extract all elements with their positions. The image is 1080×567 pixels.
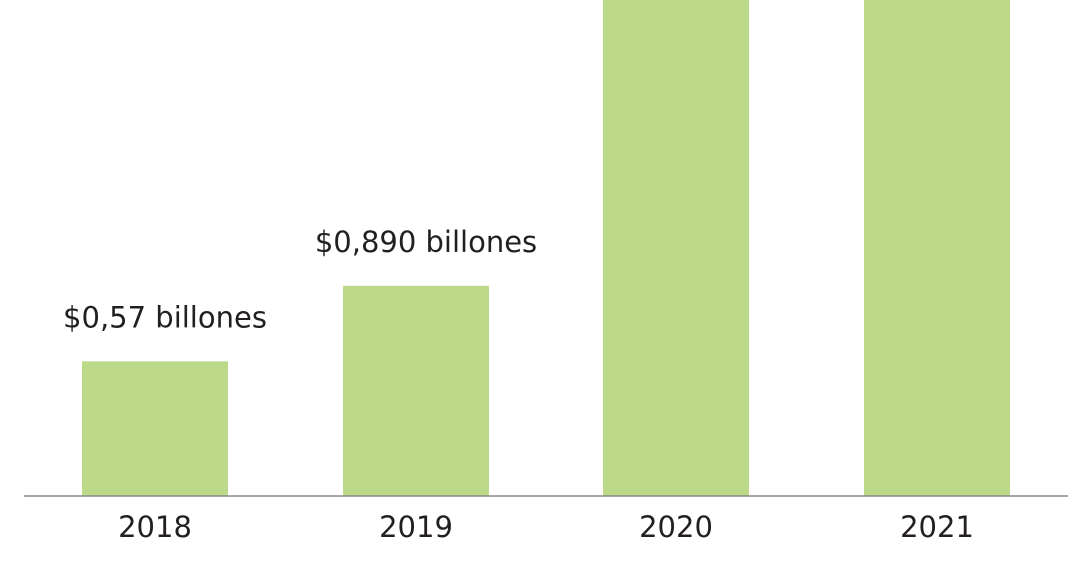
x-tick-labels: 2018 2019 2020 2021 xyxy=(118,510,974,544)
bar-2019 xyxy=(343,285,489,496)
x-tick-label-2018: 2018 xyxy=(118,510,192,544)
data-label-2018: $0,57 billones xyxy=(63,300,267,334)
bars-group xyxy=(82,0,1010,496)
bar-2018 xyxy=(82,361,228,496)
data-labels: $0,57 billones $0,890 billones xyxy=(63,225,537,335)
data-label-2019: $0,890 billones xyxy=(315,225,537,259)
bar-2020 xyxy=(603,0,749,496)
x-tick-label-2020: 2020 xyxy=(639,510,713,544)
x-tick-label-2019: 2019 xyxy=(379,510,453,544)
bar-2021 xyxy=(864,0,1010,496)
x-tick-label-2021: 2021 xyxy=(900,510,974,544)
